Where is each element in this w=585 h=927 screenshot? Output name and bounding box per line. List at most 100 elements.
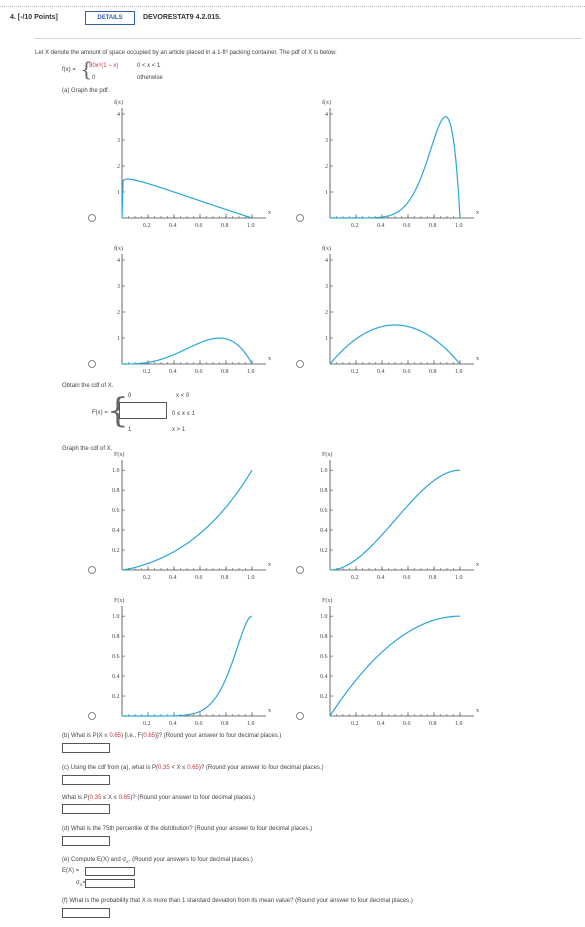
y-tick-label: 4	[117, 258, 120, 264]
y-tick-label: 1.0	[320, 468, 328, 474]
intro-text: Let X denote the amount of space occupie…	[35, 50, 337, 56]
part-c-red-1: 0.35	[158, 765, 170, 771]
y-axis-label: F(x)	[114, 451, 124, 458]
ex-label: E(X) =	[62, 868, 80, 874]
cdf-graph-radio-1[interactable]	[88, 566, 96, 574]
x-tick-label: 0.6	[195, 369, 203, 375]
x-tick-label: 0.4	[169, 369, 177, 375]
y-tick-label: 0.6	[320, 508, 328, 514]
x-tick-label: 0.4	[169, 223, 177, 229]
sigma-eq: =	[82, 880, 86, 886]
x-tick-label: 0.4	[169, 721, 177, 727]
cdf-expression-input[interactable]	[119, 402, 167, 419]
x-axis-label: x	[268, 210, 271, 216]
cdf-graph-4: F(x) x 0.2 0.4 0.6 0.8 1.0 0.2 0.4 0.6 0.8 1.0	[320, 597, 479, 727]
x-axis-label: x	[268, 562, 271, 568]
pdf-graph-radio-1[interactable]	[88, 214, 96, 222]
y-tick-label: 1.0	[320, 614, 328, 620]
x-axis-label: x	[268, 708, 271, 714]
x-axis-label: x	[268, 356, 271, 362]
part-f-prompt: (f) What is the probability that X is mo…	[62, 898, 413, 904]
y-tick-label: 0.8	[112, 634, 120, 640]
part-f-answer-input[interactable]	[62, 908, 110, 918]
x-tick-label: 0.6	[195, 575, 203, 581]
x-tick-label: 0.8	[221, 369, 229, 375]
cdf-graph-radio-4[interactable]	[296, 712, 304, 720]
part-e-text-1: (e) Compute E(X) and σ	[62, 857, 127, 863]
y-tick-label: 1.0	[112, 614, 120, 620]
y-tick-label: 2	[325, 310, 328, 316]
x-tick-label: 0.4	[377, 721, 385, 727]
y-tick-label: 3	[325, 284, 328, 290]
part-c-answer-input-1[interactable]	[62, 775, 110, 785]
y-tick-label: 2	[117, 310, 120, 316]
y-tick-label: 1.0	[112, 468, 120, 474]
y-tick-label: 1	[117, 190, 120, 196]
y-tick-label: 4	[325, 258, 328, 264]
x-tick-label: 0.8	[221, 575, 229, 581]
ex-answer-input[interactable]	[85, 867, 135, 876]
x-tick-label: 1.0	[455, 369, 463, 375]
x-axis-label: x	[476, 562, 479, 568]
x-tick-label: 0.6	[195, 721, 203, 727]
x-tick-label: 1.0	[455, 223, 463, 229]
cdf-case3-val: 1	[128, 427, 132, 433]
y-axis-label: f(x)	[322, 99, 331, 106]
y-tick-label: 0.6	[320, 654, 328, 660]
y-tick-label: 0.6	[112, 654, 120, 660]
sigma-answer-input[interactable]	[85, 879, 135, 888]
x-tick-label: 0.2	[351, 575, 359, 581]
y-tick-label: 1	[117, 336, 120, 342]
pdf-graph-2: f(x) x 1 2 3 4 0.2 0.4 0.6 0.8 1.0	[322, 99, 479, 229]
x-tick-label: 0.6	[403, 721, 411, 727]
part-c2-text-2: ≤ X ≤	[101, 795, 119, 801]
cdf-graph-radio-2[interactable]	[296, 566, 304, 574]
part-e-prompt: (e) Compute E(X) and σX. (Round your ans…	[62, 857, 253, 864]
x-tick-label: 0.8	[429, 575, 437, 581]
x-tick-label: 0.8	[429, 721, 437, 727]
part-d-answer-input[interactable]	[62, 836, 110, 846]
pdf-brace: {	[80, 57, 93, 81]
pdf-lhs: f(x) =	[62, 67, 76, 73]
part-c-answer-input-2[interactable]	[62, 804, 110, 814]
graph-cdf-text: Graph the cdf of X.	[62, 446, 113, 452]
y-tick-label: 1	[325, 336, 328, 342]
pdf-graph-radio-2[interactable]	[296, 214, 304, 222]
cdf-graph-radio-3[interactable]	[88, 712, 96, 720]
cdf-case3-cond: x > 1	[172, 427, 186, 433]
y-tick-label: 0.4	[320, 528, 328, 534]
x-axis-label: x	[476, 708, 479, 714]
sigma-symbol: σ	[76, 880, 80, 886]
details-button[interactable]: DETAILS	[85, 11, 135, 25]
part-b-text-2: ) [i.e., F(	[121, 733, 144, 739]
pdf-case2-cond: otherwise	[137, 75, 163, 81]
cdf-graph-1: F(x) x 0.2 0.4 0.6 0.8 1.0 0.2 0.4 0.6 0.8 1.0	[112, 451, 271, 581]
curve	[122, 337, 253, 365]
part-b-red-2: 0.65	[143, 733, 156, 739]
part-e-sub: X	[126, 859, 129, 865]
y-tick-label: 0.2	[112, 694, 120, 700]
part-c2-red-1: 0.35	[89, 795, 102, 801]
pdf-case1-expr: 90x⁸(1 − x)	[89, 63, 119, 69]
part-a-prompt: (a) Graph the pdf.	[62, 88, 110, 94]
y-axis-label: F(x)	[322, 597, 332, 604]
part-c-red-2: 0.65	[187, 765, 199, 771]
x-tick-label: 0.8	[429, 369, 437, 375]
pdf-graph-radio-3[interactable]	[88, 360, 96, 368]
x-tick-label: 0.6	[403, 369, 411, 375]
y-tick-label: 0.2	[320, 548, 328, 554]
y-tick-label: 3	[325, 138, 328, 144]
part-b-text-1: (b) What is P(X ≤	[62, 733, 110, 739]
part-b-answer-input[interactable]	[62, 743, 110, 753]
y-tick-label: 0.2	[320, 694, 328, 700]
y-tick-label: 1	[325, 190, 328, 196]
x-tick-label: 0.2	[143, 223, 151, 229]
cdf-graph-3: F(x) x 0.2 0.4 0.6 0.8 1.0 0.2 0.4 0.6 0.8 1.0	[112, 597, 271, 727]
y-tick-label: 4	[117, 112, 120, 118]
part-c-text-3: )? (Round your answer to four decimal pl…	[198, 765, 324, 771]
pdf-graph-radio-4[interactable]	[296, 360, 304, 368]
curve	[121, 178, 253, 219]
part-b-text-3: )]? (Round your answer to four decimal p…	[155, 733, 282, 739]
x-tick-label: 0.8	[221, 223, 229, 229]
sigma-sub: X	[79, 882, 83, 888]
